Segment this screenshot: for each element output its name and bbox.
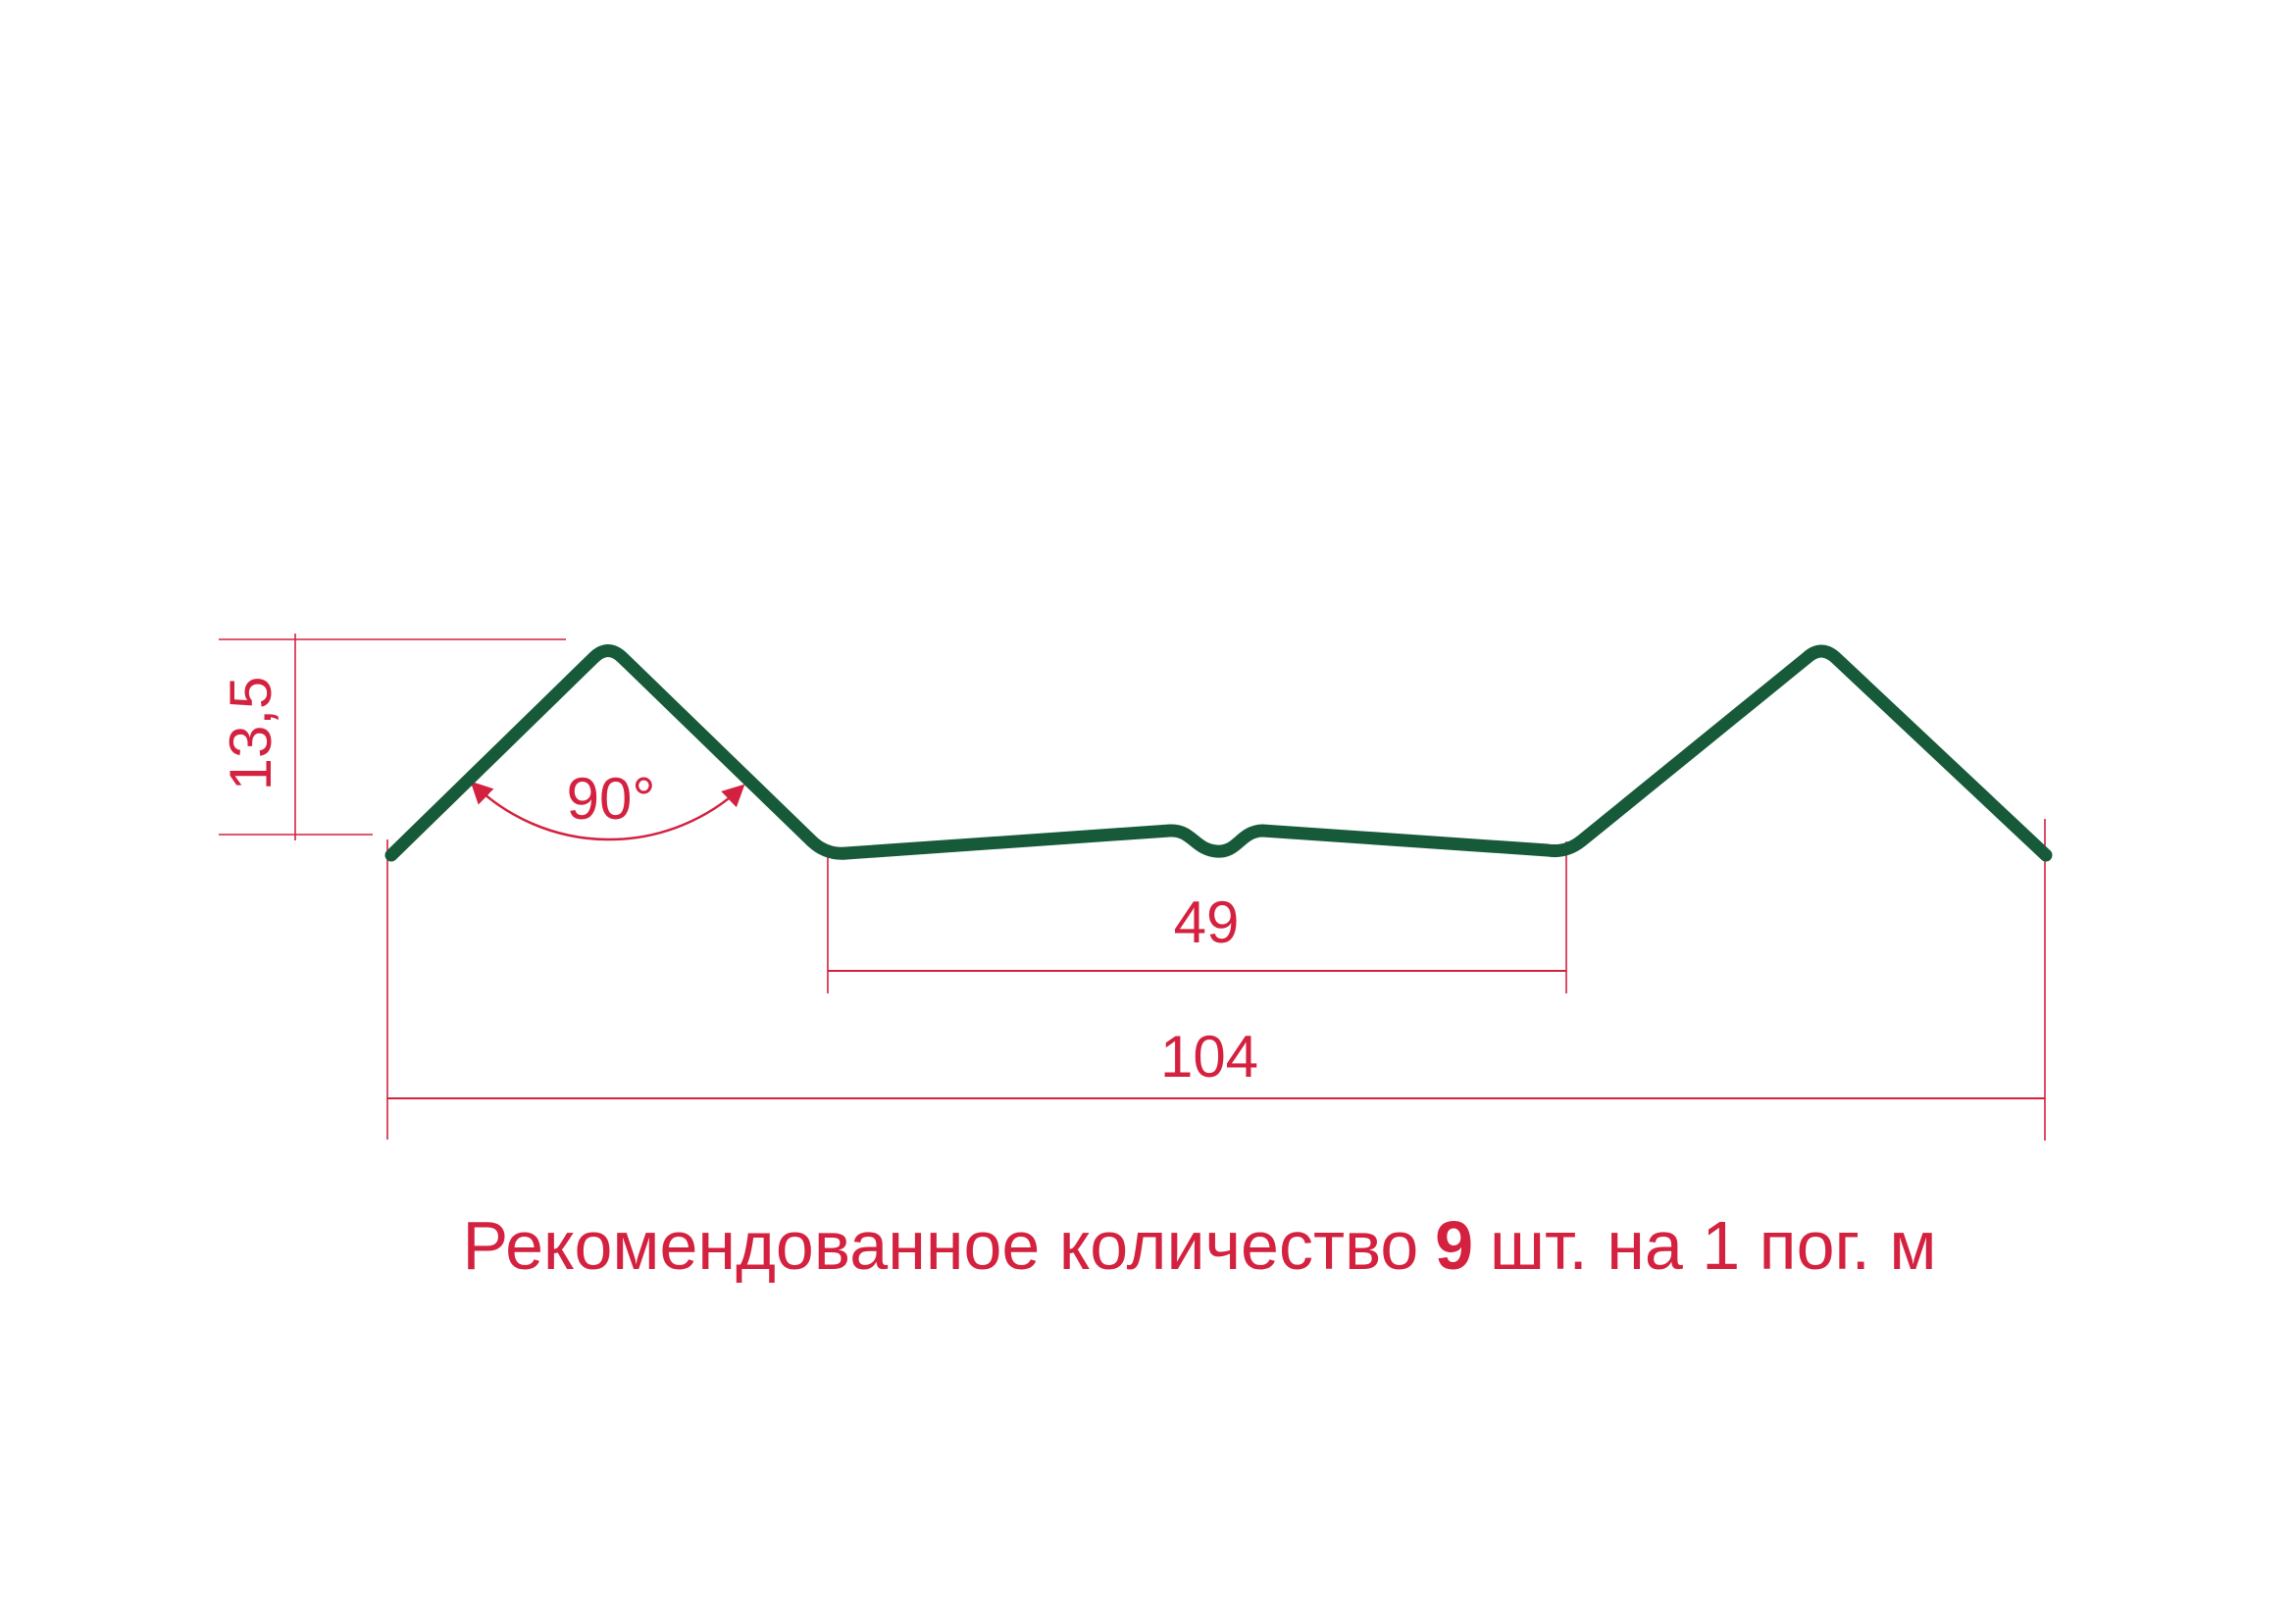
caption-quantity-value: 9 bbox=[1435, 1207, 1474, 1284]
angle-arc bbox=[470, 781, 745, 841]
angle-dimension-label: 90° bbox=[566, 766, 656, 832]
total-width-dimension-label: 104 bbox=[1159, 1024, 1259, 1090]
caption-suffix-text: шт. на 1 пог. м bbox=[1489, 1207, 1937, 1284]
flat-width-dimension-label: 49 bbox=[1173, 889, 1240, 955]
height-dimension-label: 13,5 bbox=[218, 676, 283, 791]
recommended-quantity-caption: Рекомендованное количество 9 шт. на 1 пог.… bbox=[462, 1208, 1936, 1284]
caption-prefix-text: Рекомендованное количество bbox=[462, 1207, 1419, 1284]
picket-profile-line bbox=[384, 644, 2053, 862]
